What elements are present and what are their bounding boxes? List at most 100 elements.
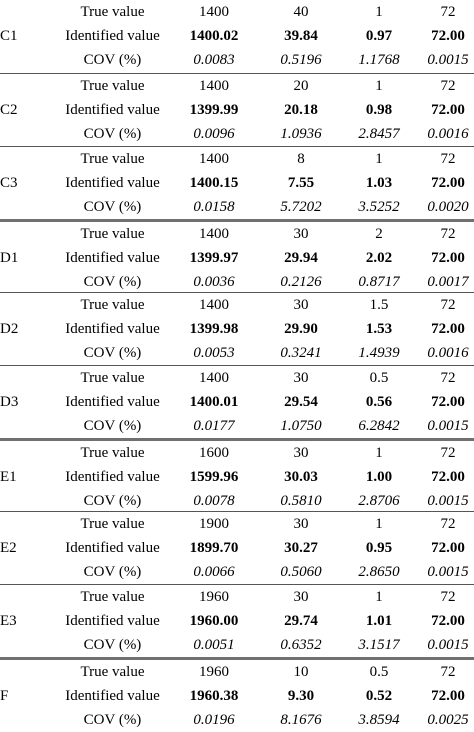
row-label: True value	[80, 78, 145, 94]
value-cell: 1600	[199, 445, 229, 461]
cov-row: COV (%) 0.0066 0.5060 2.8650 0.0015	[0, 560, 474, 584]
value-cell: 3.5252	[358, 199, 400, 215]
case-name: E3	[0, 613, 17, 629]
row-label: True value	[80, 445, 145, 461]
row-label: COV (%)	[83, 493, 142, 509]
value-cell: 72	[440, 4, 456, 20]
value-cell: 1400.01	[189, 394, 239, 410]
row-label: Identified value	[65, 394, 160, 410]
value-cell: 0.0096	[193, 126, 235, 142]
value-cell: 0.0015	[427, 637, 469, 653]
identified-value-row: Identified value 1960.00 29.74 1.01 72.00	[0, 609, 474, 633]
row-label: Identified value	[65, 540, 160, 556]
value-cell: 1400	[199, 4, 229, 20]
value-cell: 1960	[199, 664, 229, 680]
value-cell: 1.0936	[280, 126, 322, 142]
true-value-row: True value 1400 30 2 72	[0, 222, 474, 246]
true-value-row: True value 1400 30 0.5 72	[0, 366, 474, 390]
value-cell: 1400	[199, 151, 229, 167]
true-value-row: True value 1900 30 1 72	[0, 512, 474, 536]
value-cell: 0.0016	[427, 126, 469, 142]
row-label: True value	[80, 151, 145, 167]
value-cell: 72	[440, 445, 456, 461]
value-cell: 1599.96	[189, 469, 239, 485]
row-label: COV (%)	[83, 199, 142, 215]
value-cell: 1399.98	[189, 321, 239, 337]
true-value-row: True value 1960 30 1 72	[0, 585, 474, 609]
value-cell: 0.56	[365, 394, 393, 410]
case-name: D1	[0, 250, 19, 266]
value-cell: 72.00	[431, 540, 465, 556]
value-cell: 1400.15	[189, 175, 239, 191]
value-cell: 1960.38	[189, 688, 239, 704]
value-cell: 1960	[199, 589, 229, 605]
value-cell: 1	[375, 4, 383, 20]
value-cell: 72	[440, 516, 456, 532]
value-cell: 39.84	[284, 28, 318, 44]
cov-row: COV (%) 0.0096 1.0936 2.8457 0.0016	[0, 122, 474, 146]
value-cell: 72	[440, 370, 456, 386]
value-cell: 72.00	[431, 28, 465, 44]
value-cell: 0.0036	[193, 274, 235, 290]
cov-row: COV (%) 0.0078 0.5810 2.8706 0.0015	[0, 489, 474, 513]
value-cell: 30	[293, 589, 309, 605]
value-cell: 72.00	[431, 394, 465, 410]
value-cell: 0.0053	[193, 345, 235, 361]
row-label: Identified value	[65, 613, 160, 629]
row-label: COV (%)	[83, 274, 142, 290]
value-cell: 0.0083	[193, 52, 235, 68]
value-cell: 20.18	[284, 102, 318, 118]
value-cell: 0.0015	[427, 493, 469, 509]
value-cell: 72	[440, 151, 456, 167]
identified-value-row: Identified value 1399.99 20.18 0.98 72.00	[0, 98, 474, 122]
value-cell: 2.8706	[358, 493, 400, 509]
true-value-row: True value 1600 30 1 72	[0, 441, 474, 465]
value-cell: 0.0078	[193, 493, 235, 509]
case-group-c2: C2 True value 1400 20 1 72 Identified value 139…	[0, 73, 474, 146]
case-group-d2: D2 True value 1400 30 1.5 72 Identified value 1…	[0, 292, 474, 365]
value-cell: 30	[293, 297, 309, 313]
value-cell: 1.5	[369, 297, 389, 313]
value-cell: 72.00	[431, 688, 465, 704]
row-label: COV (%)	[83, 637, 142, 653]
value-cell: 0.0017	[427, 274, 469, 290]
value-cell: 1.03	[365, 175, 393, 191]
value-cell: 30.27	[284, 540, 318, 556]
case-name: C2	[0, 102, 18, 118]
value-cell: 2.8457	[358, 126, 400, 142]
true-value-row: True value 1400 20 1 72	[0, 74, 474, 98]
value-cell: 3.1517	[358, 637, 400, 653]
value-cell: 29.54	[284, 394, 318, 410]
case-name: C1	[0, 28, 18, 44]
identified-value-row: Identified value 1899.70 30.27 0.95 72.00	[0, 536, 474, 560]
true-value-row: True value 1400 30 1.5 72	[0, 293, 474, 317]
value-cell: 72.00	[431, 469, 465, 485]
true-value-row: True value 1960 10 0.5 72	[0, 660, 474, 684]
value-cell: 5.7202	[280, 199, 322, 215]
value-cell: 1400	[199, 226, 229, 242]
row-label: COV (%)	[83, 564, 142, 580]
value-cell: 1.01	[365, 613, 393, 629]
case-name: D3	[0, 394, 19, 410]
value-cell: 0.5810	[280, 493, 322, 509]
value-cell: 72.00	[431, 102, 465, 118]
case-name: D2	[0, 321, 19, 337]
row-label: Identified value	[65, 321, 160, 337]
value-cell: 72	[440, 78, 456, 94]
case-group-e3: E3 True value 1960 30 1 72 Identified value 196…	[0, 584, 474, 657]
value-cell: 1	[375, 151, 383, 167]
value-cell: 0.5060	[280, 564, 322, 580]
value-cell: 0.0051	[193, 637, 235, 653]
value-cell: 1399.99	[189, 102, 239, 118]
value-cell: 1.4939	[358, 345, 400, 361]
identified-value-row: Identified value 1399.98 29.90 1.53 72.00	[0, 317, 474, 341]
row-label: COV (%)	[83, 52, 142, 68]
case-name: F	[0, 688, 9, 704]
value-cell: 1.1768	[358, 52, 400, 68]
value-cell: 0.0015	[427, 52, 469, 68]
value-cell: 0.0015	[427, 418, 469, 434]
value-cell: 1	[375, 516, 383, 532]
value-cell: 0.52	[365, 688, 393, 704]
value-cell: 72	[440, 664, 456, 680]
row-label: COV (%)	[83, 345, 142, 361]
